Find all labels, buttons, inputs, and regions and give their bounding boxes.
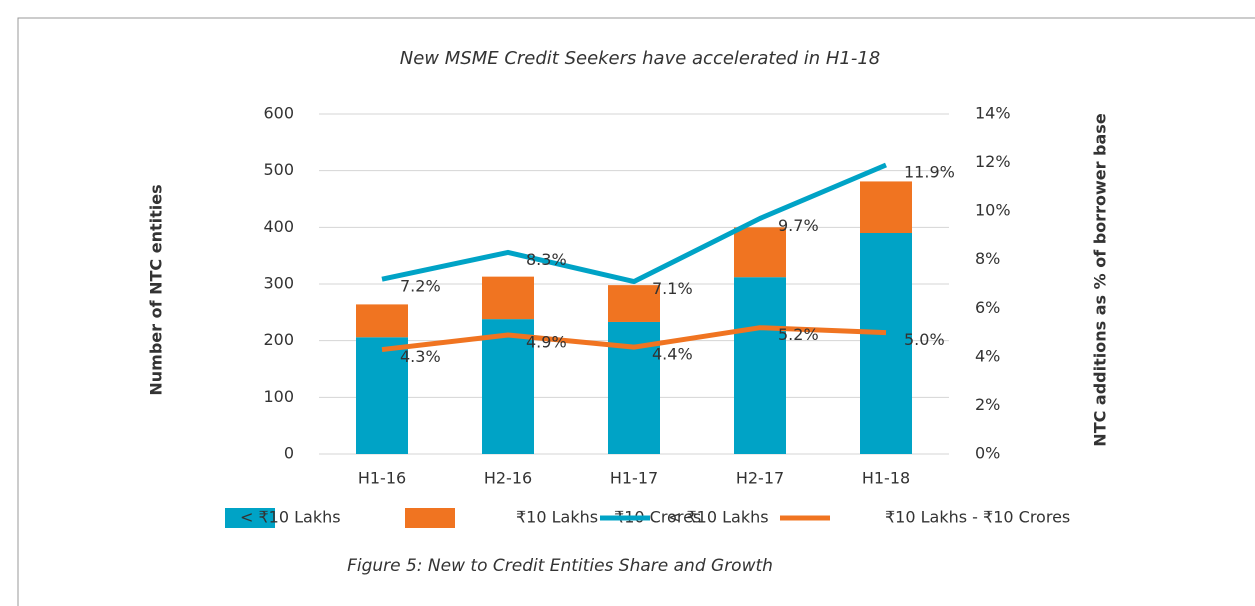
- data-label: 4.9%: [526, 333, 567, 352]
- y-tick-label: 600: [263, 104, 294, 123]
- data-label: 11.9%: [904, 163, 955, 182]
- data-label: 4.3%: [400, 347, 441, 366]
- line: [381, 162, 887, 285]
- legend-label: < ₹10 Lakhs: [668, 508, 769, 527]
- x-tick-label: H2-16: [484, 469, 532, 488]
- legend-label: ₹10 Lakhs - ₹10 Crores: [885, 508, 1070, 527]
- data-label: 4.4%: [652, 345, 693, 364]
- x-tick-label: H1-17: [610, 469, 658, 488]
- y2-tick-label: 10%: [975, 201, 1011, 220]
- legend-swatch: [405, 508, 455, 528]
- bar: [608, 321, 660, 454]
- data-label: 9.7%: [778, 216, 819, 235]
- bar: [356, 304, 408, 338]
- y-tick-label: 100: [263, 387, 294, 406]
- y2-tick-label: 0%: [975, 444, 1000, 463]
- y2-tick-label: 6%: [975, 298, 1000, 317]
- y2-tick-label: 12%: [975, 152, 1011, 171]
- data-label: 5.2%: [778, 325, 819, 344]
- y-tick-label: 500: [263, 160, 294, 179]
- chart-title: New MSME Credit Seekers have accelerated…: [400, 48, 880, 69]
- y2-tick-label: 14%: [975, 104, 1011, 123]
- bar: [734, 277, 786, 454]
- bar: [356, 337, 408, 454]
- data-label: 7.2%: [400, 277, 441, 296]
- x-tick-label: H2-17: [736, 469, 784, 488]
- x-tick-label: H1-18: [862, 469, 910, 488]
- y-tick-label: 0: [284, 444, 294, 463]
- legend-label: < ₹10 Lakhs: [240, 508, 341, 527]
- bar: [608, 285, 660, 322]
- y2-axis-label: NTC additions as % of borrower base: [1091, 113, 1110, 447]
- data-label: 5.0%: [904, 330, 945, 349]
- y2-tick-label: 2%: [975, 395, 1000, 414]
- caption: Figure 5: New to Credit Entities Share a…: [347, 556, 773, 576]
- legend-swatch: [225, 508, 275, 528]
- y-tick-label: 300: [263, 274, 294, 293]
- x-tick-label: H1-16: [358, 469, 406, 488]
- data-label: 7.1%: [652, 279, 693, 298]
- data-label: 8.3%: [526, 250, 567, 269]
- bar: [860, 233, 912, 454]
- frame: [17, 17, 1255, 606]
- bar: [482, 276, 534, 320]
- y-axis-label: Number of NTC entities: [147, 184, 166, 395]
- y2-tick-label: 8%: [975, 249, 1000, 268]
- y-tick-label: 400: [263, 217, 294, 236]
- bar: [860, 181, 912, 233]
- y2-tick-label: 4%: [975, 346, 1000, 365]
- line: [381, 325, 887, 353]
- y-tick-label: 200: [263, 330, 294, 349]
- bar: [734, 227, 786, 278]
- bar: [482, 319, 534, 454]
